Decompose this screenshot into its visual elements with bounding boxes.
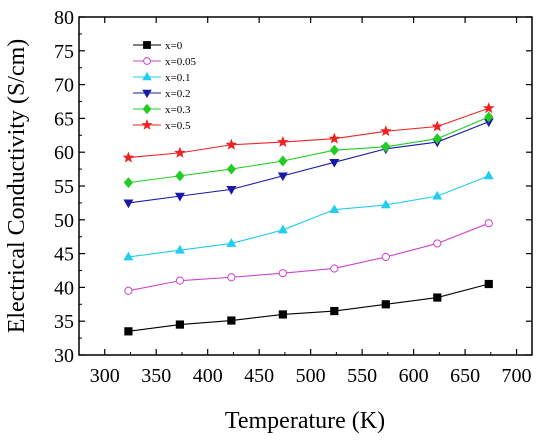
x-tick-label: 350 xyxy=(141,365,171,387)
data-point xyxy=(433,293,442,302)
x-tick-label: 400 xyxy=(193,365,223,387)
series-x=0 xyxy=(124,279,493,336)
data-point xyxy=(226,186,237,195)
data-point xyxy=(330,306,339,316)
legend-marker xyxy=(142,71,152,81)
data-point xyxy=(226,238,237,247)
data-point xyxy=(432,190,443,200)
legend: x=0 x=0.05 x=0.1 x=0.2 x=0.3 x=0.5 xyxy=(133,40,196,132)
legend-label: x=0.3 xyxy=(165,104,191,116)
data-point xyxy=(328,132,341,144)
x-axis-title: Temperature (K) xyxy=(225,408,385,434)
data-point xyxy=(381,300,390,309)
y-tick-label: 45 xyxy=(54,244,74,266)
data-point xyxy=(278,269,287,278)
data-point xyxy=(482,102,495,114)
x-tick-label: 600 xyxy=(399,365,429,387)
series-layer xyxy=(122,102,495,336)
legend-label: x=0.1 xyxy=(165,72,190,84)
data-point xyxy=(431,120,444,132)
x-tick-label: 550 xyxy=(347,365,377,387)
series-x=0.05 xyxy=(124,219,493,295)
y-tick-label: 75 xyxy=(54,41,74,63)
data-point xyxy=(381,141,391,153)
data-point xyxy=(124,327,133,336)
data-point xyxy=(226,163,236,175)
x-tick-label: 450 xyxy=(244,365,274,387)
y-tick-label: 35 xyxy=(54,311,74,333)
data-point xyxy=(122,151,135,163)
data-point xyxy=(329,158,340,168)
data-point xyxy=(225,138,238,150)
data-point xyxy=(175,170,185,182)
data-point xyxy=(329,144,339,156)
legend-marker xyxy=(141,119,153,130)
legend-marker xyxy=(143,41,151,49)
legend-label: x=0.5 xyxy=(165,120,191,132)
data-point xyxy=(278,310,287,319)
data-point xyxy=(278,155,288,167)
series-line xyxy=(128,175,489,258)
legend-marker xyxy=(143,57,151,65)
data-point xyxy=(174,244,185,254)
data-point xyxy=(123,251,134,261)
series-line xyxy=(128,283,489,332)
series-line xyxy=(128,116,489,184)
data-point xyxy=(433,239,442,248)
data-point xyxy=(175,320,184,329)
x-tick-label: 650 xyxy=(450,365,480,387)
y-tick-label: 65 xyxy=(54,108,74,130)
data-point xyxy=(484,219,493,228)
data-point xyxy=(432,133,442,145)
series-line xyxy=(128,222,489,292)
data-point xyxy=(227,273,236,282)
legend-marker xyxy=(142,89,152,99)
x-tick-label: 700 xyxy=(502,365,532,387)
data-point xyxy=(329,204,340,214)
y-tick-label: 40 xyxy=(54,277,74,299)
series-x=0.1 xyxy=(123,170,494,261)
y-tick-label: 55 xyxy=(54,176,74,198)
data-point xyxy=(381,252,390,262)
axes-layer: 300 350 400 450 500 550 600 650 700 30 35 40 45 50 55 6… xyxy=(54,7,532,387)
y-tick-label: 50 xyxy=(54,210,74,232)
y-axis-title: Electrical Conductivity (S/cm) xyxy=(4,39,30,334)
series-line xyxy=(128,107,489,159)
data-point xyxy=(484,111,494,123)
data-point xyxy=(484,279,493,289)
legend-label: x=0 xyxy=(165,40,183,52)
data-point xyxy=(174,146,186,158)
data-point xyxy=(277,172,288,182)
data-point xyxy=(123,199,134,209)
data-point xyxy=(483,170,494,180)
data-point xyxy=(227,316,236,325)
legend-label: x=0.2 xyxy=(165,88,190,100)
series-x=0.5 xyxy=(122,102,495,163)
data-point xyxy=(124,286,133,295)
y-tick-label: 30 xyxy=(54,345,74,367)
series-x=0.3 xyxy=(123,111,494,189)
legend-marker xyxy=(142,103,152,115)
data-point xyxy=(380,199,391,209)
y-tick-label: 60 xyxy=(54,142,74,164)
x-tick-label: 300 xyxy=(90,365,120,387)
data-point xyxy=(380,125,392,137)
data-point xyxy=(330,264,339,273)
y-tick-label: 80 xyxy=(54,7,74,29)
data-point xyxy=(277,224,288,234)
legend-label: x=0.05 xyxy=(165,56,196,68)
data-point xyxy=(123,177,134,189)
data-point xyxy=(277,135,289,147)
data-point xyxy=(175,276,184,285)
data-point xyxy=(174,192,185,202)
series-line xyxy=(128,121,489,204)
x-tick-label: 500 xyxy=(296,365,326,387)
y-tick-label: 70 xyxy=(54,75,74,97)
